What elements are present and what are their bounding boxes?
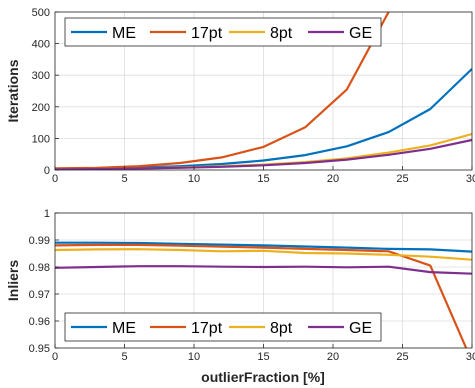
x-tick-label: 0 [52, 351, 58, 363]
legend-label-me: ME [112, 25, 136, 42]
x-tick-label: 15 [257, 351, 269, 363]
series-line-me [55, 241, 472, 253]
iterations-panel: 0510152025300100200300400500IterationsME… [5, 7, 475, 185]
x-tick-label: 30 [466, 351, 475, 363]
x-tick-label: 15 [257, 173, 269, 185]
legend-label-17pt: 17pt [191, 320, 223, 337]
x-tick-label: 20 [327, 173, 339, 185]
legend-label-8pt: 8pt [270, 320, 293, 337]
y-tick-label: 0.99 [29, 235, 50, 247]
y-tick-label: 0.95 [29, 343, 50, 355]
series-line-ge [55, 265, 472, 275]
y-tick-label: 0 [44, 165, 50, 177]
legend-label-17pt: 17pt [191, 25, 223, 42]
series-line-8pt [55, 248, 472, 261]
x-tick-label: 30 [466, 173, 475, 185]
y-axis-label: Inliers [5, 260, 21, 301]
x-tick-label: 25 [396, 173, 408, 185]
legend: ME 17pt 8pt GE [64, 312, 382, 342]
inliers-panel: 0 5 10 15 20 25 30 0.95 0.96 0.97 0.98 0.99 1 Inliers… [5, 208, 475, 363]
x-tick-label: 10 [188, 173, 200, 185]
y-tick-label: 100 [32, 133, 50, 145]
y-tick-label: 400 [32, 39, 50, 51]
x-tick-label: 25 [396, 351, 408, 363]
y-axis-label: Iterations [5, 59, 21, 122]
y-tick-label: 300 [32, 70, 50, 82]
y-tick-label: 1 [44, 208, 50, 220]
y-tick-label: 500 [32, 7, 50, 19]
x-tick-label: 10 [188, 351, 200, 363]
y-tick-label: 200 [32, 102, 50, 114]
x-tick-label: 20 [327, 351, 339, 363]
legend-label-me: ME [112, 320, 136, 337]
legend-label-8pt: 8pt [270, 25, 293, 42]
x-tick-label: 5 [121, 351, 127, 363]
y-tick-label: 0.96 [29, 316, 50, 328]
legend-label-ge: GE [349, 25, 372, 42]
series-lines [55, 241, 472, 348]
legend-label-ge: GE [349, 320, 372, 337]
x-axis-label: outlierFraction [%] [201, 369, 325, 385]
x-tick-label: 0 [52, 173, 58, 185]
y-tick-label: 0.97 [29, 289, 50, 301]
x-tick-label: 5 [121, 173, 127, 185]
legend: ME 17pt 8pt GE [64, 17, 382, 47]
y-tick-label: 0.98 [29, 262, 50, 274]
